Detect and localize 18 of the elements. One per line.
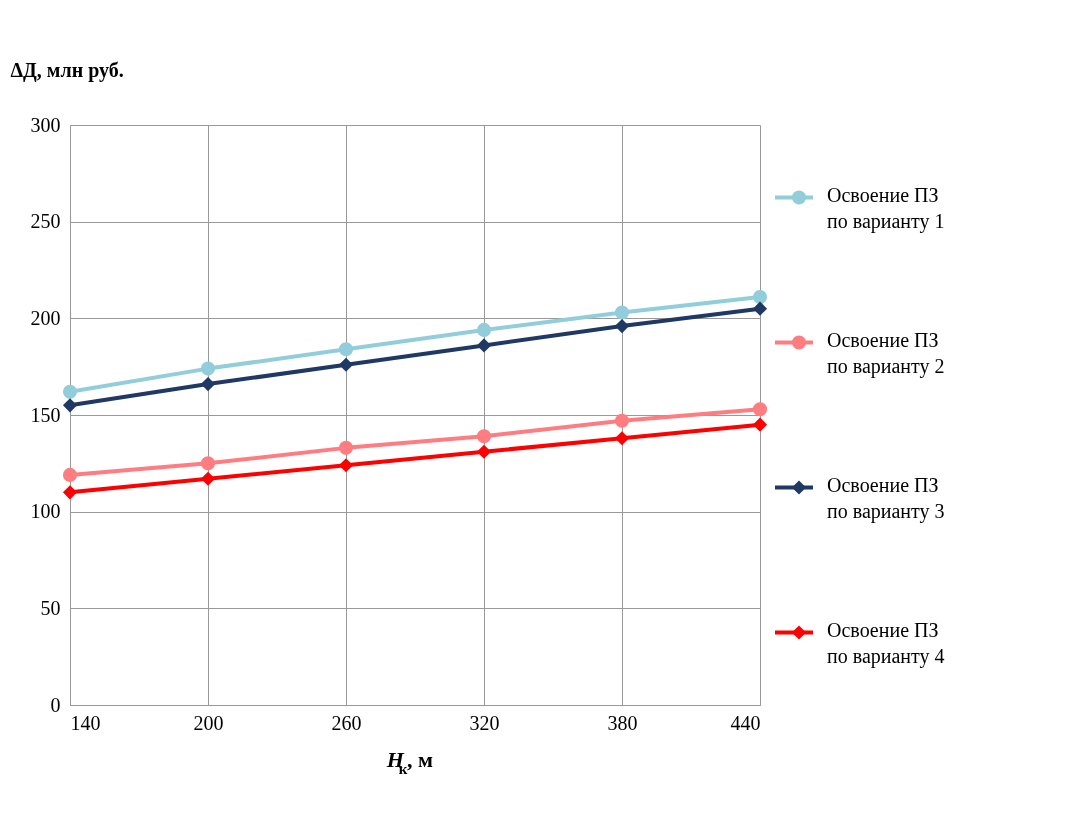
y-tick-label: 150 — [30, 403, 61, 426]
y-axis-title: ΔД, млн руб. — [10, 58, 124, 82]
y-tick-label: 300 — [30, 113, 61, 136]
y-tick-label: 0 — [50, 693, 61, 716]
y-tick-label: 100 — [30, 500, 61, 523]
legend-label: Освоение ПЗ по варианту 3 — [827, 473, 945, 523]
y-tick-label: 50 — [40, 596, 61, 619]
x-tick-label: 380 — [607, 711, 638, 734]
x-tick-label: 320 — [469, 711, 500, 734]
x-tick-label: 440 — [730, 711, 761, 734]
x-tick-label: 260 — [331, 711, 362, 734]
x-tick-label: 200 — [193, 711, 224, 734]
legend-label: Освоение ПЗ по варианту 2 — [827, 328, 945, 378]
y-tick-label: 200 — [30, 306, 61, 329]
legend-label: Освоение ПЗ по варианту 1 — [827, 183, 945, 233]
x-tick-label: 140 — [70, 711, 101, 734]
legend-label: Освоение ПЗ по варианту 4 — [827, 618, 945, 668]
y-tick-label: 250 — [30, 210, 61, 233]
